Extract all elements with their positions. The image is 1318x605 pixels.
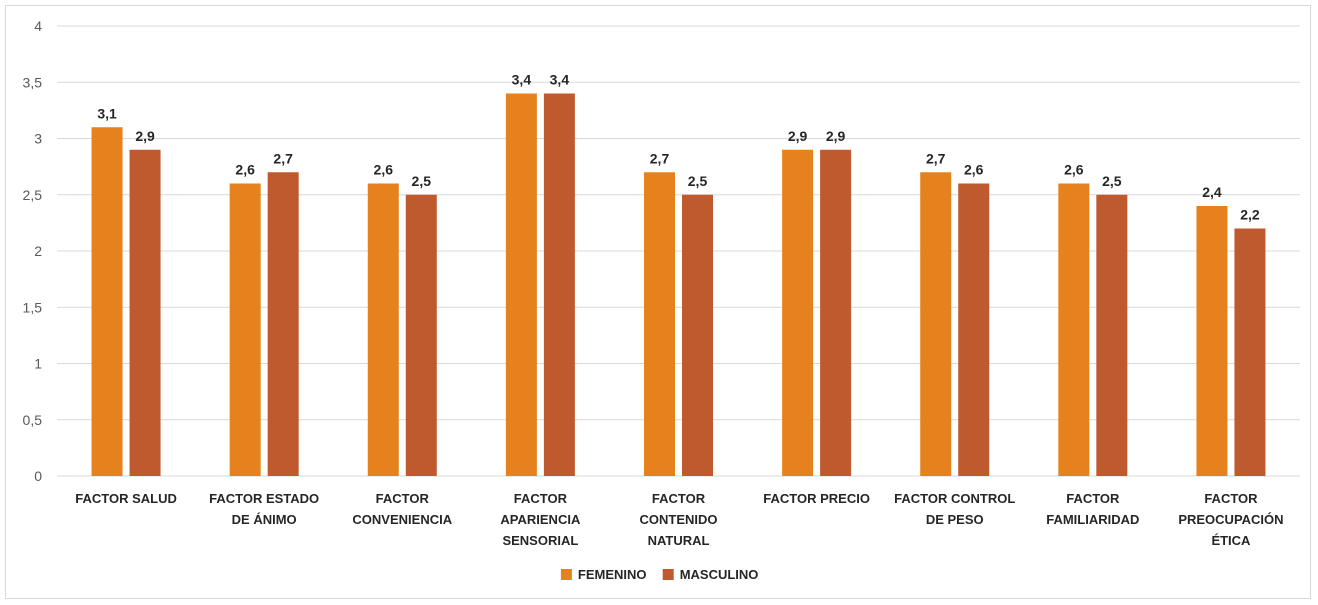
x-tick-label: ÉTICA bbox=[1211, 533, 1251, 548]
x-tick-label: FACTOR bbox=[376, 491, 430, 506]
y-tick-label: 2 bbox=[34, 243, 42, 259]
data-label: 2,9 bbox=[788, 128, 808, 144]
data-label: 3,4 bbox=[550, 72, 570, 88]
x-tick-label: DE PESO bbox=[926, 512, 984, 527]
bar-femenino bbox=[367, 183, 399, 476]
y-tick-label: 3 bbox=[34, 131, 42, 147]
bar-masculino bbox=[682, 194, 713, 476]
data-label: 2,4 bbox=[1202, 184, 1222, 200]
x-tick-label: FAMILIARIDAD bbox=[1046, 512, 1139, 527]
data-label: 2,5 bbox=[1102, 173, 1122, 189]
bar-masculino bbox=[405, 194, 437, 476]
bar-femenino bbox=[1196, 206, 1228, 476]
bar-femenino bbox=[782, 149, 814, 476]
bar-femenino bbox=[920, 172, 952, 476]
x-tick-label: FACTOR ESTADO bbox=[209, 491, 319, 506]
x-tick-label: FACTOR bbox=[514, 491, 568, 506]
bar-masculino bbox=[820, 149, 852, 476]
data-label: 2,6 bbox=[374, 162, 394, 178]
data-label: 2,2 bbox=[1240, 207, 1260, 223]
data-label: 2,6 bbox=[235, 162, 255, 178]
x-tick-label: FACTOR bbox=[1066, 491, 1120, 506]
x-tick-label: FACTOR CONTROL bbox=[894, 491, 1015, 506]
x-tick-label: NATURAL bbox=[648, 533, 710, 548]
y-tick-label: 3,5 bbox=[23, 74, 43, 90]
bar-femenino bbox=[91, 127, 123, 476]
data-label: 2,9 bbox=[826, 128, 846, 144]
x-tick-label: SENSORIAL bbox=[502, 533, 578, 548]
bar-masculino bbox=[1096, 194, 1128, 476]
bar-masculino bbox=[129, 149, 161, 476]
y-tick-label: 2,5 bbox=[23, 187, 43, 203]
y-tick-label: 4 bbox=[34, 18, 42, 34]
legend-label: FEMENINO bbox=[578, 567, 647, 582]
bar-femenino bbox=[644, 172, 675, 476]
data-label: 3,1 bbox=[97, 105, 117, 121]
data-label: 2,7 bbox=[926, 150, 946, 166]
data-label: 2,7 bbox=[273, 150, 293, 166]
y-tick-label: 0 bbox=[34, 468, 42, 484]
y-tick-label: 1,5 bbox=[23, 299, 43, 315]
bar-femenino bbox=[505, 93, 537, 476]
x-tick-label: APARIENCIA bbox=[500, 512, 581, 527]
data-label: 3,4 bbox=[512, 72, 532, 88]
legend-swatch bbox=[560, 569, 572, 580]
legend-swatch bbox=[662, 569, 674, 580]
x-tick-label: CONVENIENCIA bbox=[352, 512, 452, 527]
bar-masculino bbox=[958, 183, 990, 476]
data-label: 2,5 bbox=[688, 173, 708, 189]
data-label: 2,7 bbox=[650, 150, 670, 166]
y-tick-label: 1 bbox=[34, 356, 42, 372]
bar-masculino bbox=[267, 172, 299, 476]
bar-femenino bbox=[1058, 183, 1090, 476]
data-label: 2,5 bbox=[412, 173, 432, 189]
data-label: 2,9 bbox=[135, 128, 155, 144]
x-tick-label: FACTOR PRECIO bbox=[763, 491, 870, 506]
bar-masculino bbox=[1234, 228, 1266, 476]
x-tick-label: DE ÁNIMO bbox=[232, 512, 297, 527]
x-tick-label: FACTOR SALUD bbox=[75, 491, 177, 506]
x-tick-label: FACTOR bbox=[652, 491, 706, 506]
bar-masculino bbox=[543, 93, 575, 476]
x-tick-label: CONTENIDO bbox=[640, 512, 718, 527]
x-tick-label: PREOCUPACIÓN bbox=[1178, 512, 1283, 527]
legend-label: MASCULINO bbox=[680, 567, 759, 582]
x-tick-label: FACTOR bbox=[1204, 491, 1258, 506]
y-tick-label: 0,5 bbox=[23, 412, 43, 428]
data-label: 2,6 bbox=[1064, 162, 1084, 178]
bar-femenino bbox=[229, 183, 261, 476]
data-label: 2,6 bbox=[964, 162, 984, 178]
